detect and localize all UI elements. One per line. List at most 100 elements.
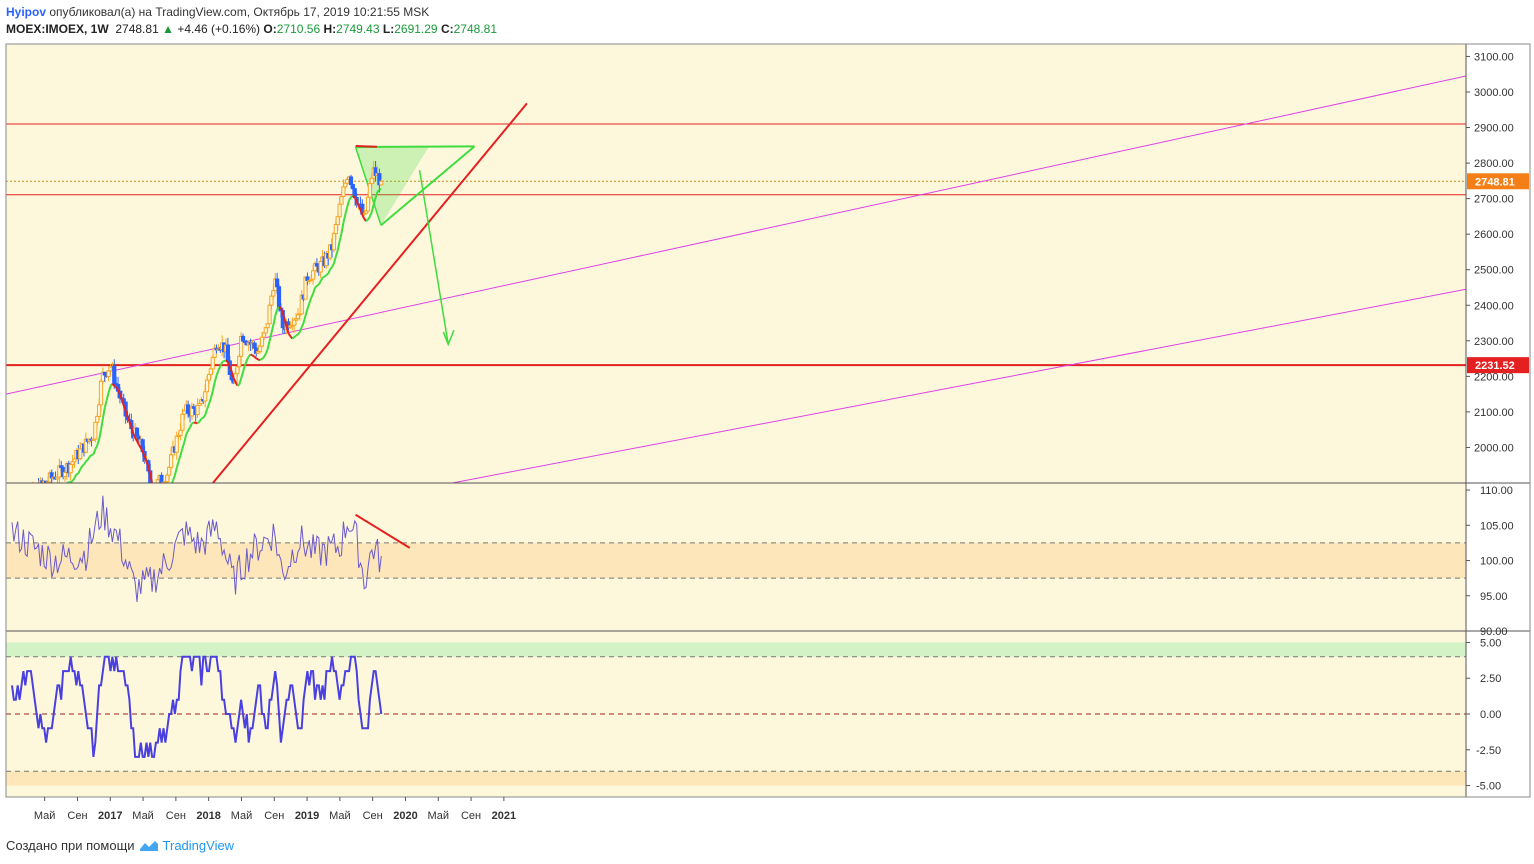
rsi-y-tick-label: 110.00 — [1480, 485, 1513, 497]
candle-body — [204, 379, 210, 393]
ma-segment — [312, 287, 316, 294]
ma-segment — [145, 460, 150, 468]
candle-body — [62, 471, 68, 478]
candle-body — [174, 435, 179, 453]
ma-segment — [111, 383, 115, 387]
ma-segment — [149, 473, 154, 483]
ma-segment — [124, 410, 129, 418]
resistance-mark — [355, 145, 377, 148]
osc-y-tick-label: -2.50 — [1476, 745, 1501, 757]
last-price-label: 2748.81 — [1475, 176, 1515, 188]
y-tick-label: 2300.00 — [1474, 336, 1514, 348]
price-change: +4.46 (+0.16%) — [177, 22, 261, 36]
y-tick-label: 2500.00 — [1474, 265, 1514, 277]
y-tick-label: 2000.00 — [1474, 442, 1514, 454]
ma-segment — [259, 358, 263, 361]
forecast-arrow — [418, 170, 449, 345]
ma-segment — [128, 421, 133, 428]
ma-segment — [276, 306, 280, 310]
ma-segment — [138, 444, 142, 449]
ma-segment — [172, 475, 176, 481]
ma-segment — [71, 477, 76, 482]
ma-segment — [323, 274, 328, 278]
ma-segment — [332, 256, 337, 264]
ma-segment — [257, 358, 261, 362]
price-drawings — [6, 75, 1466, 483]
candle-body — [343, 182, 348, 188]
open-value: 2710.56 — [276, 22, 321, 36]
ma-segment — [253, 355, 257, 360]
up-arrow-icon: ▲ — [162, 22, 174, 36]
footer-brand[interactable]: TradingView — [162, 838, 235, 853]
ma-segment — [342, 214, 347, 224]
candle-body — [348, 176, 354, 186]
ma-segment — [217, 365, 222, 371]
ma-segment — [113, 384, 117, 388]
ma-segment — [270, 324, 275, 334]
ma-segment — [75, 472, 79, 476]
ma-segment — [200, 416, 204, 420]
price-axis — [1466, 44, 1530, 797]
candle-body — [379, 180, 384, 186]
ma-segment — [361, 214, 366, 220]
ma-segment — [250, 353, 254, 357]
moving-average — [65, 188, 382, 483]
ma-segment — [262, 353, 267, 358]
candle-body — [271, 290, 276, 297]
candle-body — [180, 413, 185, 431]
ma-segment — [327, 268, 332, 275]
x-tick-label: Май — [34, 810, 56, 822]
ma-segment — [147, 466, 152, 475]
author-link[interactable]: Hyipov — [6, 5, 47, 19]
ma-segment — [101, 407, 106, 419]
x-tick-label: 2018 — [196, 810, 220, 822]
ma-segment — [272, 315, 277, 326]
rsi-y-tick-label: 95.00 — [1480, 591, 1508, 603]
ma-segment — [77, 469, 82, 475]
ma-segment — [336, 241, 341, 251]
candle-body — [318, 260, 323, 273]
ma-segment — [350, 194, 354, 198]
osc-lower-band — [6, 771, 1466, 786]
candle-body — [182, 410, 187, 415]
rsi-line — [11, 495, 382, 603]
close-value: 2748.81 — [453, 22, 498, 36]
candle-body — [165, 474, 170, 483]
ma-segment — [206, 403, 210, 410]
ma-segment — [329, 266, 333, 270]
ma-segment — [376, 189, 381, 193]
ma-segment — [281, 312, 286, 320]
ma-segment — [369, 211, 373, 217]
ma-segment — [211, 382, 216, 392]
ma-segment — [193, 421, 197, 425]
ma-segment — [232, 377, 237, 383]
ma-segment — [317, 280, 322, 285]
ma-segment — [255, 357, 259, 361]
candle-body — [261, 332, 266, 338]
ma-segment — [139, 447, 144, 453]
candle-body — [97, 404, 102, 417]
y-tick-label: 2700.00 — [1474, 194, 1514, 206]
ma-segment — [134, 437, 138, 442]
oscillator-line — [11, 655, 383, 758]
ma-segment — [73, 473, 78, 479]
ma-segment — [171, 480, 174, 483]
ma-segment — [228, 366, 233, 372]
ma-segment — [295, 333, 299, 337]
x-tick-label: 2021 — [492, 810, 516, 822]
rsi-divergence-line — [355, 513, 411, 549]
ma-segment — [191, 421, 195, 425]
x-tick-label: Май — [231, 810, 253, 822]
ma-segment — [359, 209, 364, 216]
candle-body — [275, 278, 280, 288]
ma-segment — [314, 285, 318, 289]
ma-segment — [202, 414, 206, 419]
high-value: 2749.43 — [336, 22, 380, 36]
candle-body — [263, 327, 268, 334]
ma-segment — [81, 463, 85, 468]
ma-segment — [183, 434, 188, 443]
candle-body — [265, 323, 270, 329]
rsi-y-tick-label: 105.00 — [1480, 520, 1514, 532]
candle-body — [93, 421, 98, 440]
